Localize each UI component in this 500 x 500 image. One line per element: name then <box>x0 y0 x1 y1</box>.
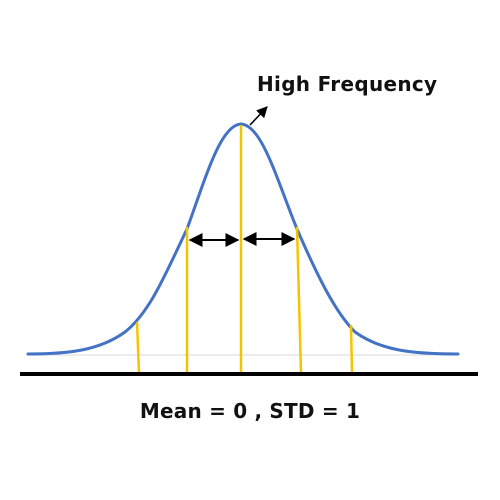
marker-plus-one-std <box>295 226 303 374</box>
marker-minus-two-std <box>135 321 141 374</box>
peak-label: High Frequency <box>257 72 438 96</box>
distribution-caption: Mean = 0 , STD = 1 <box>139 399 361 423</box>
peak-pointer-arrow <box>249 106 268 126</box>
bell-curve <box>26 122 460 356</box>
marker-plus-two-std <box>349 324 354 374</box>
